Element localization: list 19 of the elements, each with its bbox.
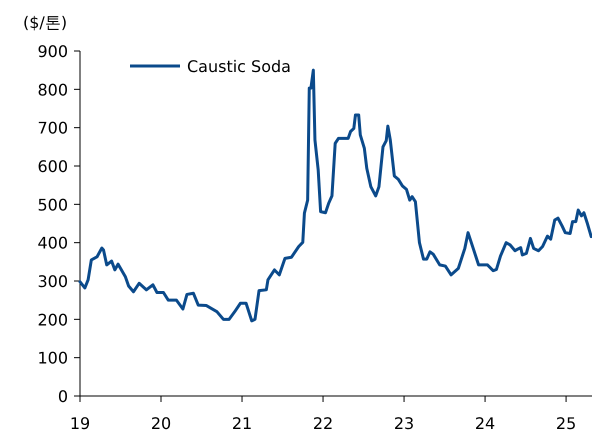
- x-tick-label: 19: [70, 414, 90, 433]
- y-tick-label: 300: [37, 272, 68, 291]
- x-tick-label: 21: [232, 414, 252, 433]
- y-tick-label: 700: [37, 118, 68, 138]
- x-tick-label: 23: [394, 414, 414, 433]
- x-tick-label: 24: [474, 414, 496, 433]
- y-tick-label: 100: [37, 348, 68, 368]
- y-tick-label: 400: [37, 234, 68, 253]
- y-axis-title: ($/톤): [23, 13, 68, 32]
- y-tick-label: 600: [37, 157, 68, 176]
- legend-label: Caustic Soda: [187, 57, 291, 76]
- y-tick-label: 900: [37, 42, 68, 61]
- x-tick-label: 25: [556, 414, 576, 433]
- x-tick-label: 22: [312, 414, 334, 433]
- y-tick-label: 500: [37, 195, 68, 214]
- y-tick-label: 800: [37, 80, 68, 100]
- x-tick-label: 20: [150, 414, 172, 433]
- y-tick-label: 0: [58, 387, 68, 406]
- y-tick-label: 200: [37, 310, 68, 330]
